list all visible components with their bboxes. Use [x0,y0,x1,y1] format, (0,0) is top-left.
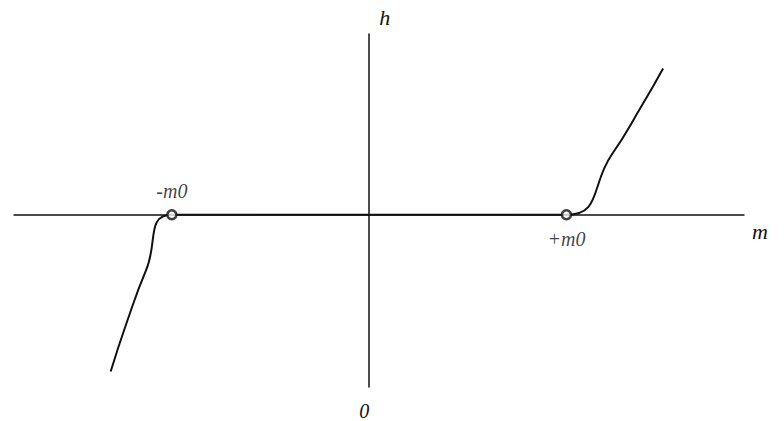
svg-text:h: h [379,5,390,30]
svg-text:0: 0 [359,400,369,421]
svg-text:+m0: +m0 [547,228,585,250]
svg-text:m: m [752,219,768,244]
svg-text:-m0: -m0 [156,180,187,202]
